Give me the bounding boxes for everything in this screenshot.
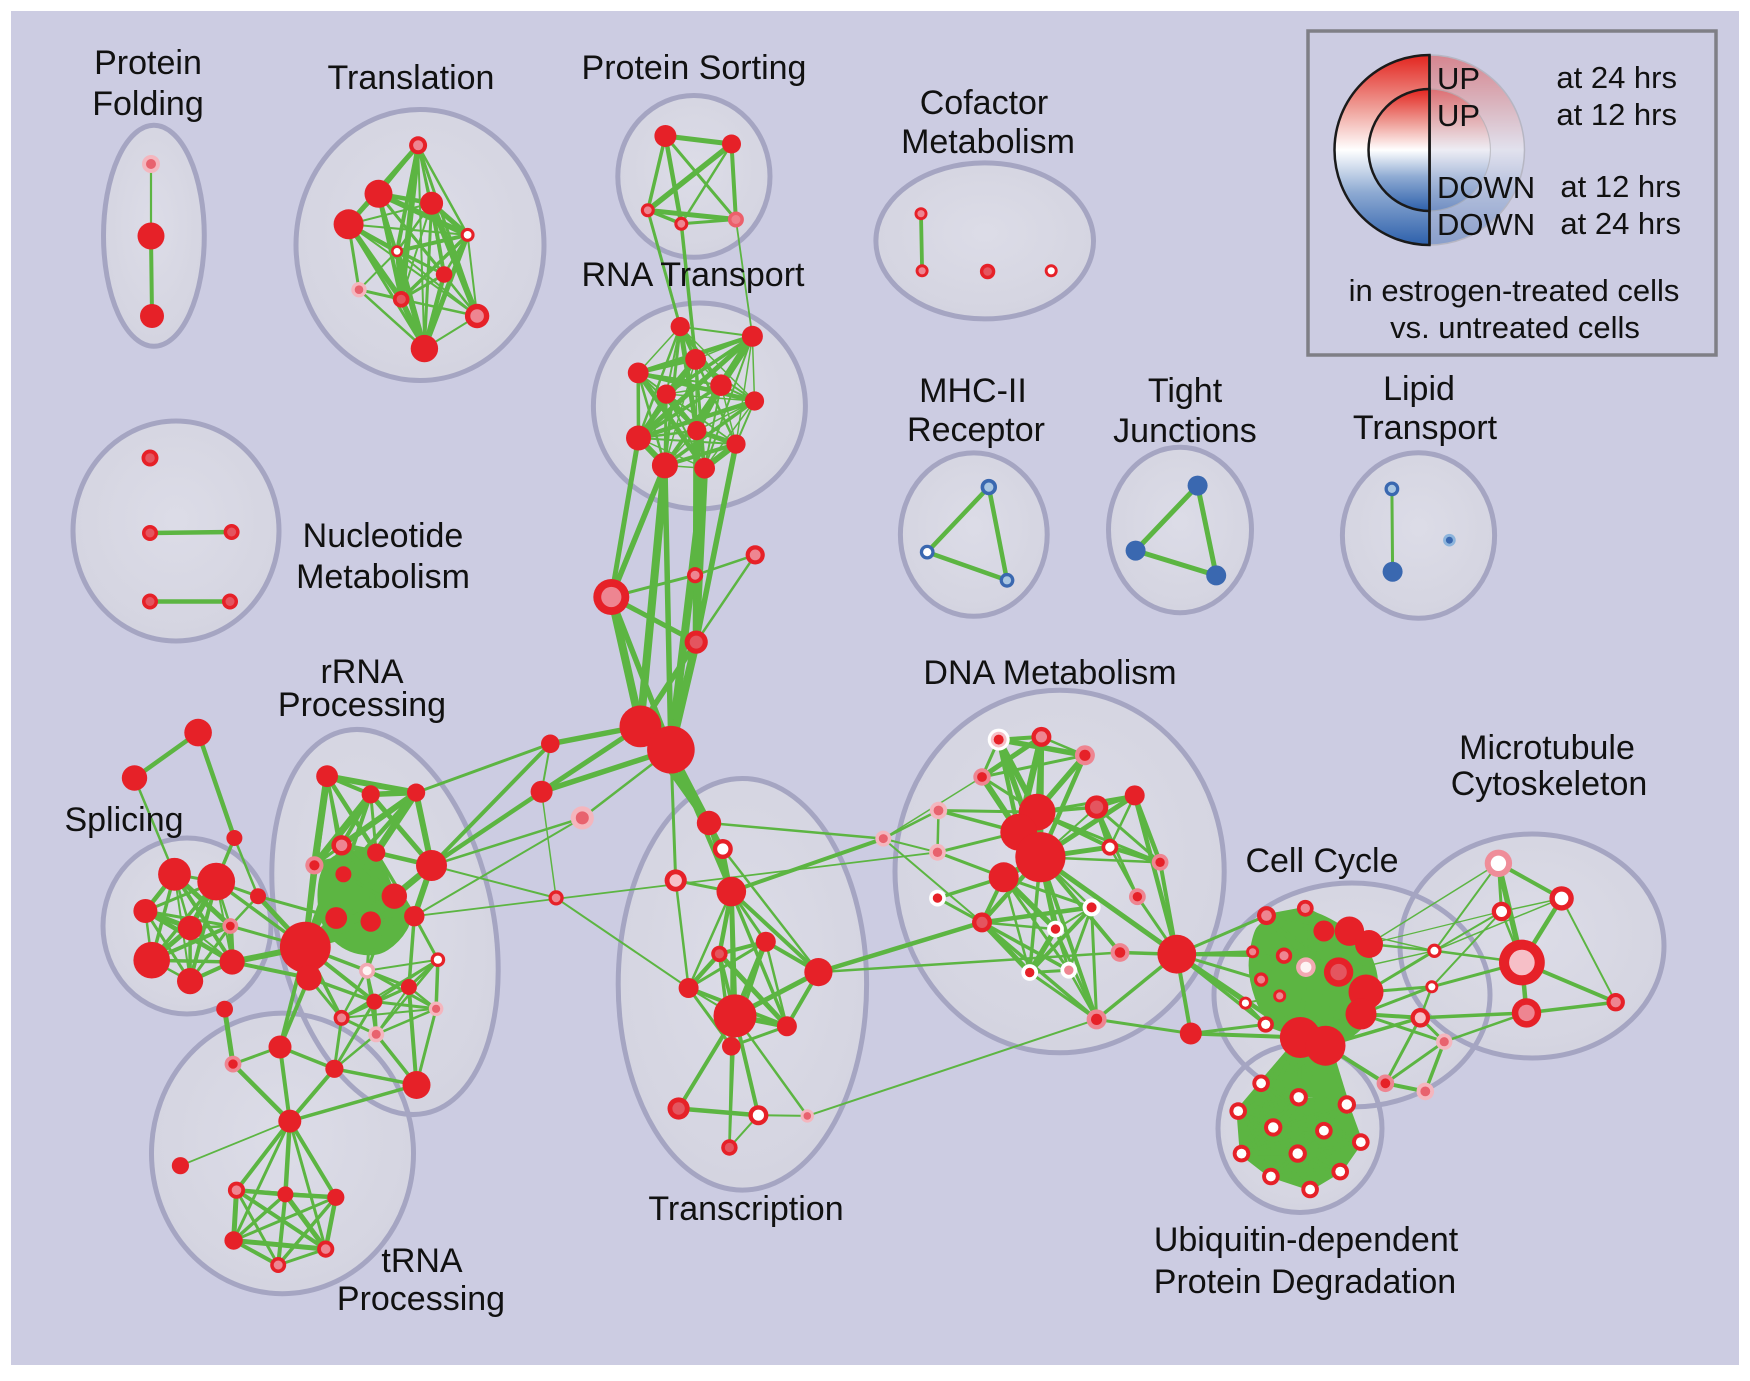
svg-text:Splicing: Splicing	[64, 801, 183, 839]
svg-text:UP: UP	[1437, 98, 1480, 133]
svg-text:Protein Degradation: Protein Degradation	[1154, 1263, 1456, 1301]
svg-text:Processing: Processing	[337, 1280, 505, 1318]
svg-text:Cofactor: Cofactor	[920, 84, 1049, 122]
svg-text:at 12 hrs: at 12 hrs	[1560, 169, 1681, 204]
svg-text:Tight: Tight	[1148, 372, 1223, 410]
svg-text:RNA Transport: RNA Transport	[582, 256, 806, 294]
svg-text:DOWN: DOWN	[1437, 170, 1535, 205]
svg-text:Junctions: Junctions	[1113, 412, 1257, 450]
svg-text:tRNA: tRNA	[381, 1242, 463, 1280]
svg-text:Nucleotide: Nucleotide	[303, 517, 464, 555]
svg-text:Protein Sorting: Protein Sorting	[582, 49, 807, 87]
svg-text:DOWN: DOWN	[1437, 207, 1535, 242]
svg-text:UP: UP	[1437, 61, 1480, 96]
svg-text:Cell Cycle: Cell Cycle	[1245, 842, 1398, 880]
svg-text:Microtubule: Microtubule	[1459, 729, 1635, 767]
svg-text:Processing: Processing	[278, 686, 446, 724]
svg-text:in estrogen-treated cells: in estrogen-treated cells	[1349, 273, 1680, 308]
svg-text:Transcription: Transcription	[648, 1190, 843, 1228]
svg-text:Transport: Transport	[1353, 409, 1498, 447]
svg-text:DNA Metabolism: DNA Metabolism	[923, 654, 1176, 692]
svg-text:Folding: Folding	[92, 85, 204, 123]
svg-text:vs. untreated cells: vs. untreated cells	[1390, 310, 1640, 345]
svg-text:at 24 hrs: at 24 hrs	[1560, 206, 1681, 241]
svg-text:at 24 hrs: at 24 hrs	[1556, 60, 1677, 95]
svg-text:at 12 hrs: at 12 hrs	[1556, 97, 1677, 132]
svg-text:Metabolism: Metabolism	[296, 558, 470, 596]
svg-text:Lipid: Lipid	[1383, 370, 1455, 408]
svg-text:Cytoskeleton: Cytoskeleton	[1451, 765, 1648, 803]
svg-text:Translation: Translation	[328, 59, 495, 97]
svg-text:Protein: Protein	[94, 44, 202, 82]
svg-text:Receptor: Receptor	[907, 411, 1045, 449]
svg-text:MHC-II: MHC-II	[919, 372, 1027, 410]
svg-text:Ubiquitin-dependent: Ubiquitin-dependent	[1154, 1221, 1459, 1259]
svg-text:Metabolism: Metabolism	[901, 123, 1075, 161]
